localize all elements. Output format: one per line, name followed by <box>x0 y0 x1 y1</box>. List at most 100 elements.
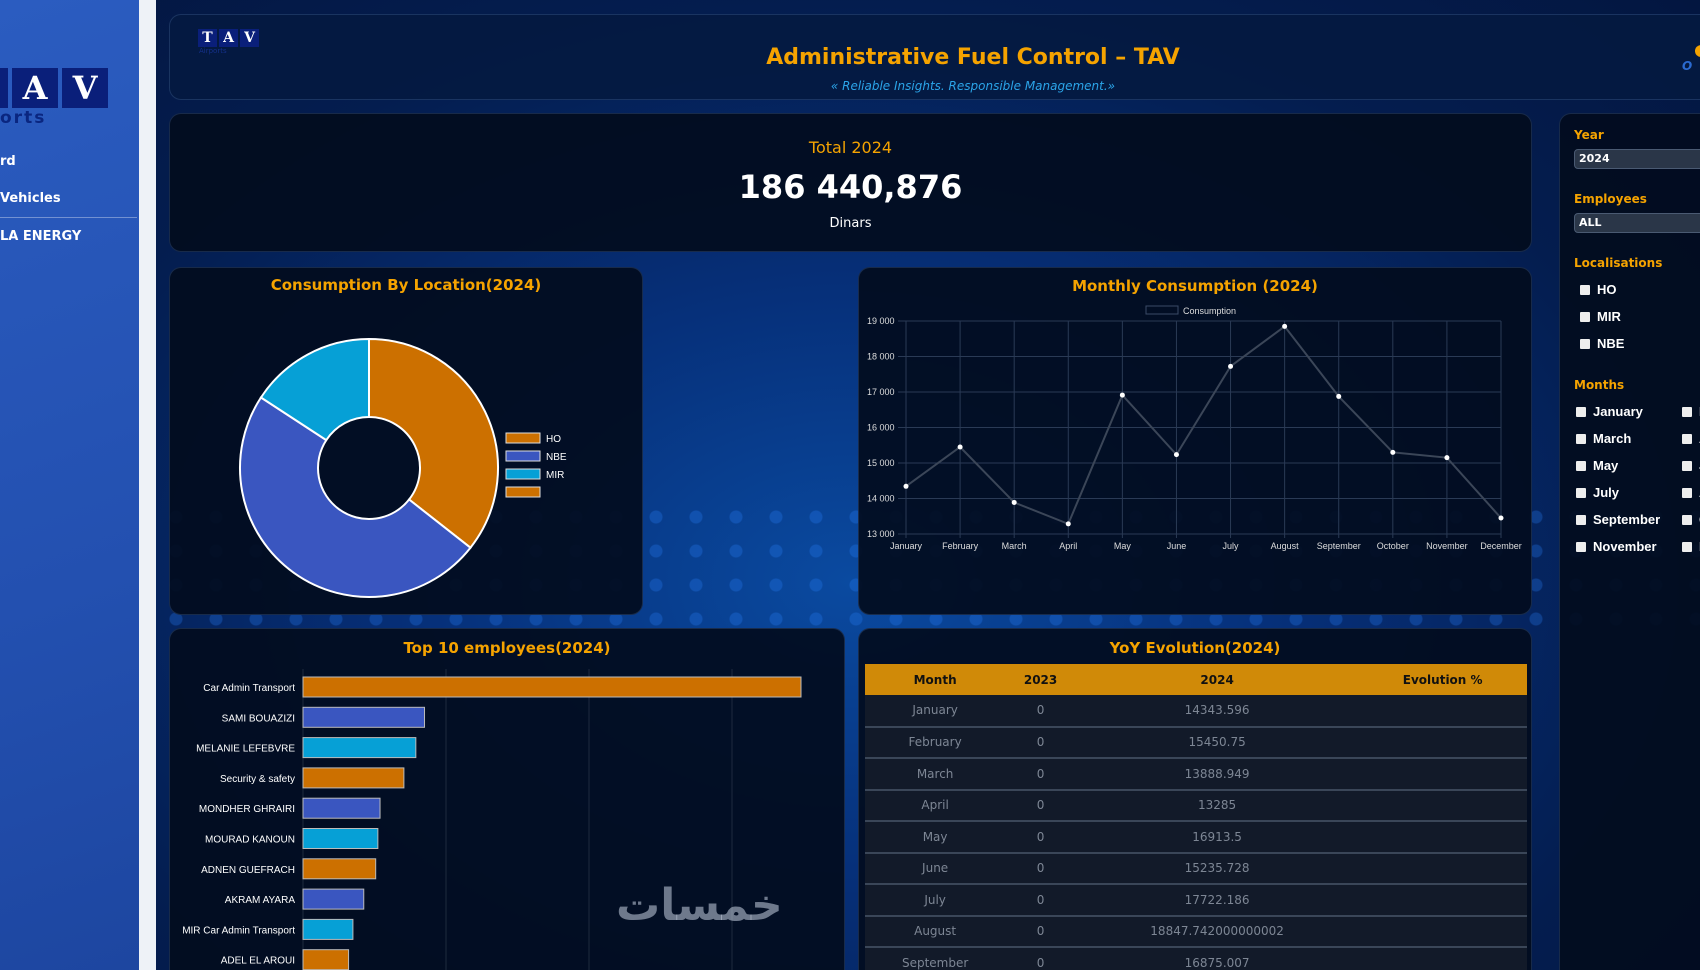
x-tick-label: December <box>1480 541 1522 551</box>
y-tick-label: 15 000 <box>867 458 895 468</box>
table-cell <box>1358 852 1527 885</box>
table-cell <box>1358 947 1527 970</box>
donut-slice-mir <box>259 337 370 442</box>
localisation-checkbox[interactable]: MIR <box>1580 309 1621 324</box>
bar-label: ADEL EL AROUI <box>221 956 295 967</box>
table-cell: 13285 <box>1075 789 1359 822</box>
kpi-unit: Dinars <box>829 216 872 231</box>
table-cell: 16913.5 <box>1075 821 1359 854</box>
x-tick-label: March <box>1002 541 1027 551</box>
month-checkbox[interactable]: D <box>1682 539 1700 554</box>
chart-title: Top 10 employees(2024) <box>403 639 611 657</box>
month-checkbox[interactable]: November <box>1576 539 1657 554</box>
table-cell: 0 <box>1005 915 1076 948</box>
donut-chart: HO NBE MIR <box>239 337 567 598</box>
legend-swatch <box>505 432 541 444</box>
table-row: May 0 16913.5 <box>865 821 1527 854</box>
checkbox-icon[interactable] <box>1576 514 1586 525</box>
month-checkbox[interactable]: March <box>1576 431 1631 446</box>
checkbox-icon[interactable] <box>1682 460 1692 471</box>
checkbox-icon[interactable] <box>1576 487 1586 498</box>
page-subtitle: « Reliable Insights. Responsible Managem… <box>830 79 1116 93</box>
checkbox-icon[interactable] <box>1682 541 1692 552</box>
column-header[interactable]: 2023 <box>1005 664 1076 695</box>
table-cell: 0 <box>1005 726 1076 759</box>
table-cell <box>1358 695 1527 728</box>
table-row: June 0 15235.728 <box>865 852 1527 885</box>
checkbox-icon[interactable] <box>1580 284 1590 295</box>
month-checkbox[interactable]: Fe <box>1682 404 1700 419</box>
table-cell: 0 <box>1005 695 1076 728</box>
month-checkbox[interactable]: Ju <box>1682 458 1700 473</box>
x-tick-label: February <box>942 541 979 551</box>
table-cell <box>1358 915 1527 948</box>
table-cell <box>1358 821 1527 854</box>
checkbox-icon[interactable] <box>1576 433 1586 444</box>
month-checkbox[interactable]: July <box>1576 485 1619 500</box>
checkbox-icon[interactable] <box>1580 311 1590 322</box>
months-label: Months <box>1574 378 1625 392</box>
x-tick-label: November <box>1426 541 1468 551</box>
month-checkbox[interactable]: Au <box>1682 485 1700 500</box>
table-row: September 0 16875.007 <box>865 947 1527 970</box>
legend-label: NBE <box>546 452 567 463</box>
table-cell: July <box>865 884 1006 917</box>
checkbox-icon[interactable] <box>1576 406 1586 417</box>
table-cell: 13888.949 <box>1075 758 1359 791</box>
data-point <box>903 483 909 489</box>
year-label: Year <box>1574 128 1604 142</box>
table-row: August 0 18847.742000000002 <box>865 915 1527 948</box>
kpi-label: Total 2024 <box>808 138 893 157</box>
bar <box>302 706 426 728</box>
watermark-logo: خمسات <box>616 880 783 931</box>
checkbox-icon[interactable] <box>1576 460 1586 471</box>
employees-select[interactable]: ALL <box>1574 213 1700 233</box>
table-row: July 0 17722.186 <box>865 884 1527 917</box>
localisation-checkbox[interactable]: NBE <box>1580 336 1624 351</box>
table-cell: June <box>865 852 1006 885</box>
checkbox-icon[interactable] <box>1580 338 1590 349</box>
checkbox-icon[interactable] <box>1682 406 1692 417</box>
checkbox-icon[interactable] <box>1576 541 1586 552</box>
localisation-checkbox[interactable]: HO <box>1580 282 1617 297</box>
bar-label: MOURAD KANOUN <box>205 835 295 846</box>
sidebar-item-vehicles[interactable]: Vehicles <box>0 191 61 206</box>
data-point <box>957 444 963 450</box>
month-checkbox[interactable]: May <box>1576 458 1618 473</box>
year-select[interactable]: 2024 <box>1574 149 1700 169</box>
table-cell: 0 <box>1005 821 1076 854</box>
sidebar-item-energy[interactable]: LA ENERGY <box>0 229 82 244</box>
month-checkbox[interactable]: Ap <box>1682 431 1700 446</box>
column-header[interactable]: Evolution % <box>1358 664 1527 695</box>
table-cell: February <box>865 726 1006 759</box>
logo-letter: T <box>198 29 217 47</box>
table-cell: April <box>865 789 1006 822</box>
filters-panel: Year 2024 Employees ALL Localisations HO… <box>1559 113 1700 970</box>
sidebar-item-dashboard[interactable]: rd <box>0 154 16 169</box>
column-header[interactable]: 2024 <box>1075 664 1359 695</box>
checkbox-label: September <box>1593 512 1661 527</box>
table-cell <box>1358 758 1527 791</box>
y-tick-label: 17 000 <box>867 387 895 397</box>
checkbox-icon[interactable] <box>1682 433 1692 444</box>
logo-subtext: orts <box>0 108 47 128</box>
table-cell: 15450.75 <box>1075 726 1359 759</box>
checkbox-icon[interactable] <box>1682 487 1692 498</box>
table-cell: August <box>865 915 1006 948</box>
consumption-line <box>905 325 1502 526</box>
logo-letter: T <box>0 68 8 108</box>
table-cell: January <box>865 695 1006 728</box>
x-tick-label: April <box>1059 541 1077 551</box>
month-checkbox[interactable]: O <box>1682 512 1700 527</box>
total-kpi-card: Total 2024 186 440,876 Dinars <box>169 113 1532 252</box>
tav-logo-small: T A V <box>198 29 259 47</box>
checkbox-icon[interactable] <box>1682 514 1692 525</box>
sidebar-divider <box>0 217 137 218</box>
employees-label: Employees <box>1574 192 1647 206</box>
column-header[interactable]: Month <box>865 664 1006 695</box>
checkbox-label: May <box>1593 458 1619 473</box>
month-checkbox[interactable]: September <box>1576 512 1660 527</box>
table-row: March 0 13888.949 <box>865 758 1527 791</box>
month-checkbox[interactable]: January <box>1576 404 1643 419</box>
data-point <box>1336 393 1342 399</box>
